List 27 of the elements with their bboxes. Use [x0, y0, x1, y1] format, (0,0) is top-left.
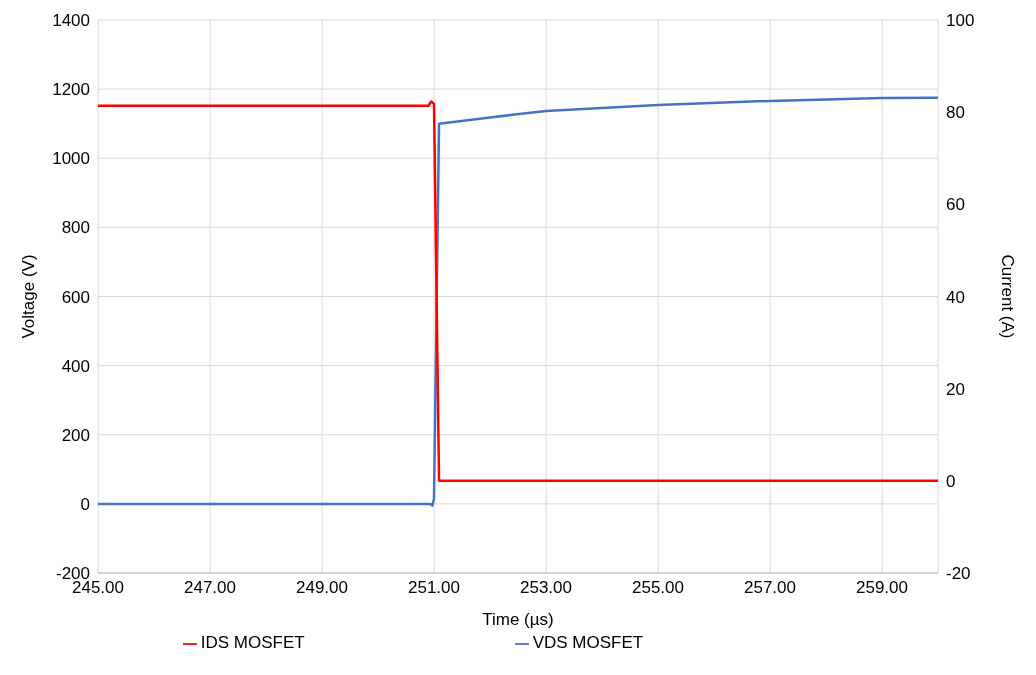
x-tick-label: 253.00	[520, 578, 572, 598]
y2-tick-label: 100	[946, 11, 975, 31]
y-tick-label: 400	[61, 356, 90, 376]
x-tick-label: 259.00	[856, 578, 908, 598]
y-tick-label: 0	[80, 494, 90, 514]
y-tick-label: 200	[61, 425, 90, 445]
y-tick-label: 1000	[52, 149, 90, 169]
y2-tick-label: 0	[946, 471, 956, 491]
y2-tick-label: 60	[946, 195, 965, 215]
y-axis-title: Voltage (V)	[19, 254, 39, 339]
x-tick-label: 247.00	[184, 578, 236, 598]
y2-tick-label: 80	[946, 103, 965, 123]
y2-tick-label: 20	[946, 379, 965, 399]
x-tick-label: 249.00	[296, 578, 348, 598]
y2-axis-title: Current (A)	[997, 254, 1017, 339]
x-tick-label: 255.00	[632, 578, 684, 598]
x-axis-title: Time (µs)	[482, 610, 554, 629]
x-tick-label: 251.00	[408, 578, 460, 598]
y-tick-label: 1400	[52, 11, 90, 31]
y-tick-label: 600	[61, 287, 90, 307]
legend-label: VDS MOSFET	[532, 633, 644, 652]
y2-tick-label: -20	[946, 564, 971, 584]
y-tick-label: 1200	[52, 80, 90, 100]
legend-label: IDS MOSFET	[200, 633, 305, 652]
y-tick-label: 800	[61, 218, 90, 238]
x-tick-label: 257.00	[744, 578, 796, 598]
y2-tick-label: 40	[946, 287, 965, 307]
